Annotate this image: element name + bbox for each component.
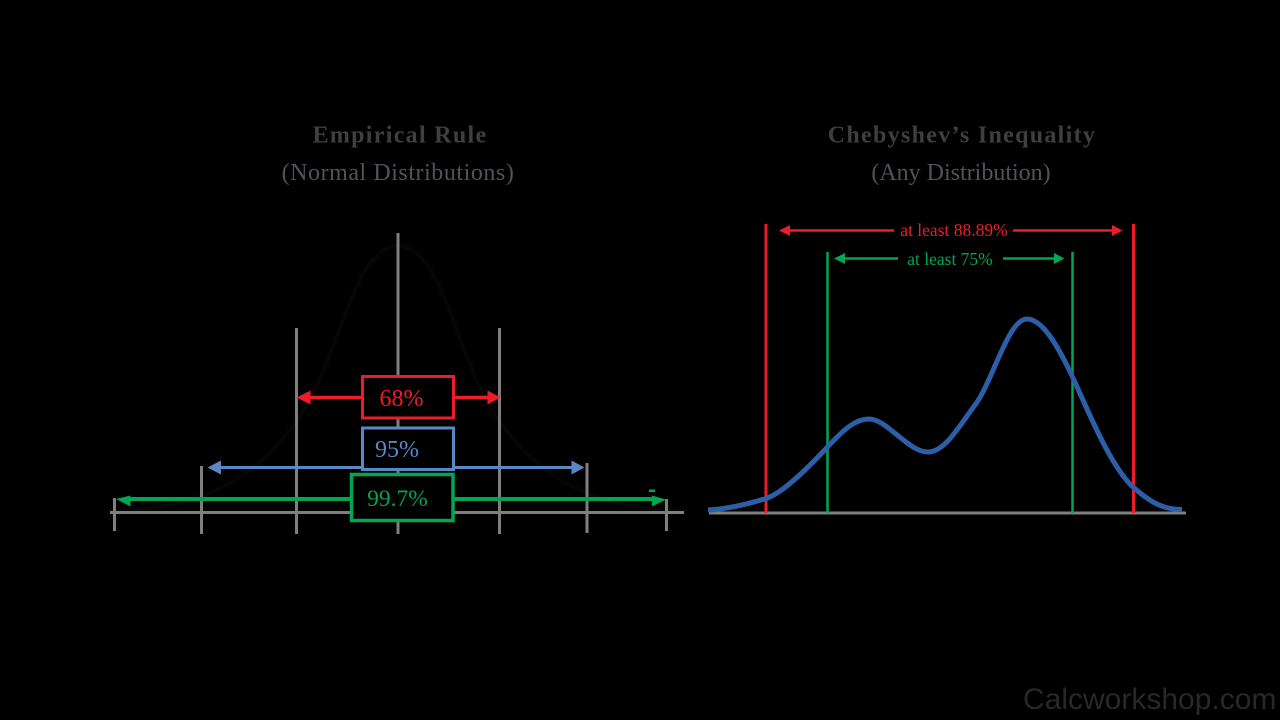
svg-text:68%: 68% — [380, 386, 424, 412]
svg-text:(Normal Distributions): (Normal Distributions) — [282, 160, 515, 186]
svg-text:(Any Distribution): (Any Distribution) — [871, 160, 1050, 186]
svg-text:95%: 95% — [375, 437, 419, 463]
svg-text:99.7%: 99.7% — [367, 486, 428, 512]
svg-text:Empirical Rule: Empirical Rule — [313, 123, 488, 149]
svg-text:at least 75%: at least 75% — [907, 249, 993, 269]
svg-text:at least 88.89%: at least 88.89% — [900, 220, 1007, 240]
svg-text:Calcworkshop.com: Calcworkshop.com — [1023, 683, 1276, 716]
svg-text:Chebyshev’s Inequality: Chebyshev’s Inequality — [828, 123, 1096, 149]
